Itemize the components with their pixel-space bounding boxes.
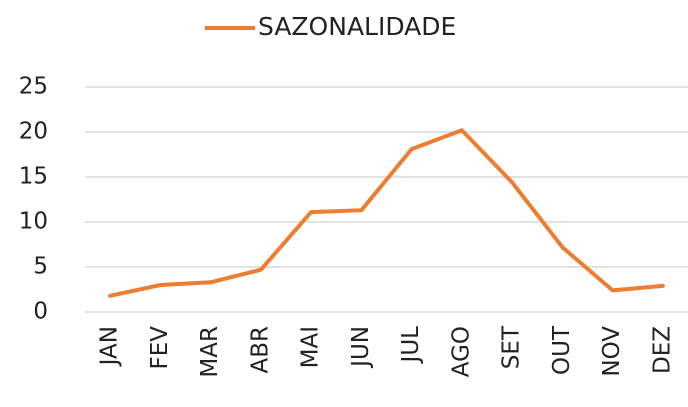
y-tick-label: 5 bbox=[33, 254, 48, 280]
x-tick-label: ABR bbox=[247, 326, 273, 374]
y-tick-label: 25 bbox=[19, 74, 48, 100]
legend-label: SAZONALIDADE bbox=[258, 12, 456, 41]
y-tick-label: 15 bbox=[19, 164, 48, 190]
x-tick-label: NOV bbox=[599, 326, 625, 377]
x-tick-label: FEV bbox=[147, 326, 173, 370]
x-tick-label: JUN bbox=[348, 326, 374, 369]
x-tick-label: SET bbox=[499, 325, 525, 369]
x-tick-label: AGO bbox=[448, 326, 474, 377]
x-tick-label: MAI bbox=[298, 326, 324, 368]
x-tick-label: OUT bbox=[549, 325, 575, 375]
y-tick-label: 0 bbox=[33, 299, 48, 325]
x-tick-label: JUL bbox=[398, 326, 424, 365]
x-tick-label: DEZ bbox=[649, 326, 675, 374]
x-tick-label: JAN bbox=[97, 326, 123, 367]
y-tick-label: 20 bbox=[19, 119, 48, 145]
line bbox=[108, 128, 665, 298]
y-tick-label: 10 bbox=[19, 209, 48, 235]
x-tick-label: MAR bbox=[197, 326, 223, 378]
